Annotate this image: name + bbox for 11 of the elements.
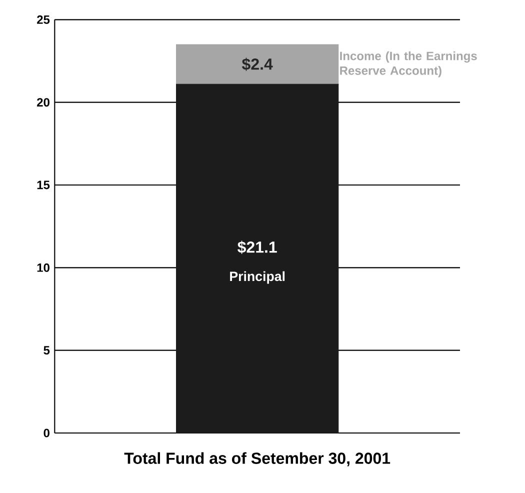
y-tick-label: 15 [37,180,50,190]
data-label: $21.1 [238,240,277,254]
series-label: Income (In the Earnings Reserve Account) [340,51,477,78]
data-label: $2.4 [242,58,273,71]
y-tick-label: 25 [37,15,50,24]
y-tick-label: 5 [44,346,50,355]
x-axis-title: Total Fund as of Setember 30, 2001 [124,452,390,466]
y-tick-label: 10 [37,263,50,272]
y-tick-label: 0 [44,428,50,438]
y-tick-label: 20 [37,98,50,107]
series-label: Principal [230,271,285,284]
